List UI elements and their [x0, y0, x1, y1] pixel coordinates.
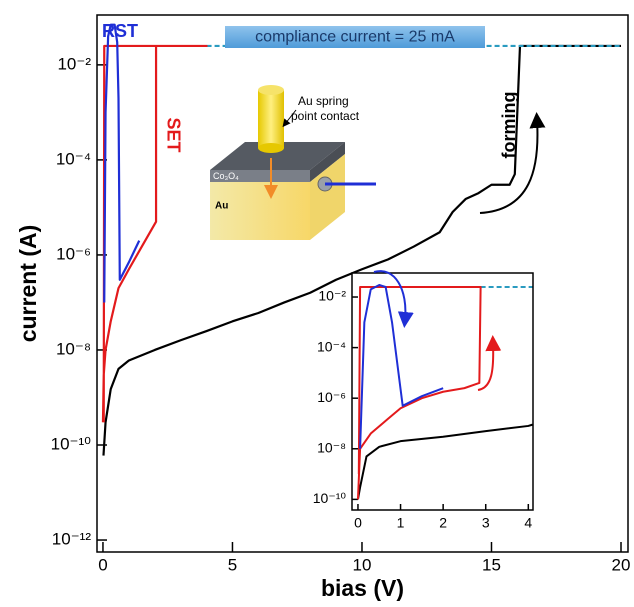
tip: [258, 90, 284, 148]
y-tick-label: 10⁻¹²: [52, 530, 92, 549]
x-tick-label: 5: [228, 555, 237, 574]
y-axis-title: current (A): [15, 225, 41, 343]
main-plot: 0 5 10 15 2010⁻²10⁻⁴10⁻⁶10⁻⁸10⁻¹⁰10⁻¹²formin…: [15, 14, 631, 601]
x-tick-label: 3: [482, 515, 490, 531]
y-tick-label: 10⁻⁸: [56, 339, 91, 358]
series-line: [103, 23, 141, 303]
decorations: compliance current = 25 mA Au spring poi…: [210, 26, 546, 240]
x-tick-label: 4: [524, 515, 532, 531]
x-tick-label: 15: [482, 555, 501, 574]
x-tick-label: 1: [397, 515, 405, 531]
tip-top: [258, 85, 284, 95]
series-label: forming: [499, 92, 519, 159]
au-side: [310, 154, 345, 240]
reset-arrow: [373, 270, 414, 328]
inset-plot: 0 1 2 3 4 10⁻² 10⁻⁴ 10⁻⁶ 10⁻⁸ 10⁻¹⁰: [313, 272, 534, 531]
plot-frame: [351, 272, 534, 511]
series-line: [101, 44, 208, 423]
au-front: [210, 182, 310, 240]
x-axis-title: bias (V): [321, 575, 404, 601]
plot-frame: [96, 14, 629, 553]
x-tick-label: 10: [353, 555, 372, 574]
series-label: SET: [163, 117, 183, 152]
y-tick-label: 10⁻⁴: [56, 149, 91, 168]
compliance-label: compliance current = 25 mA: [255, 29, 455, 46]
series-line: [356, 285, 482, 500]
series-line: [102, 44, 622, 456]
x-tick-label: 0: [354, 515, 362, 531]
x-tick-label: 2: [439, 515, 447, 531]
x-tick-label: 0: [98, 555, 107, 574]
oxide-label: Co₃O₄: [213, 171, 239, 181]
y-tick-label: 10⁻⁴: [317, 338, 346, 354]
y-tick-label: 10⁻¹⁰: [51, 434, 92, 453]
series-label: RST: [102, 21, 138, 41]
oxide-top: [210, 142, 345, 170]
contact-pointer: [282, 109, 297, 128]
set-arrow: [477, 335, 502, 391]
y-tick-label: 10⁻²: [57, 54, 91, 73]
compliance-box: [225, 26, 485, 48]
forming-arrow: [479, 112, 546, 214]
y-tick-label: 10⁻⁶: [317, 389, 346, 405]
contact-label: Au spring: [298, 94, 349, 108]
electrode-label: Au: [215, 201, 228, 212]
y-tick-label: 10⁻⁶: [56, 244, 91, 263]
oxide-front: [210, 170, 310, 182]
contact-label: point contact: [291, 109, 360, 123]
oxide-side: [310, 142, 345, 182]
tip-bottom: [258, 143, 284, 153]
x-tick-label: 20: [612, 555, 631, 574]
y-tick-label: 10⁻⁸: [317, 439, 346, 455]
y-tick-label: 10⁻¹⁰: [313, 490, 347, 506]
series-line: [359, 283, 444, 449]
y-tick-label: 10⁻²: [318, 288, 346, 304]
series-line: [356, 423, 533, 500]
